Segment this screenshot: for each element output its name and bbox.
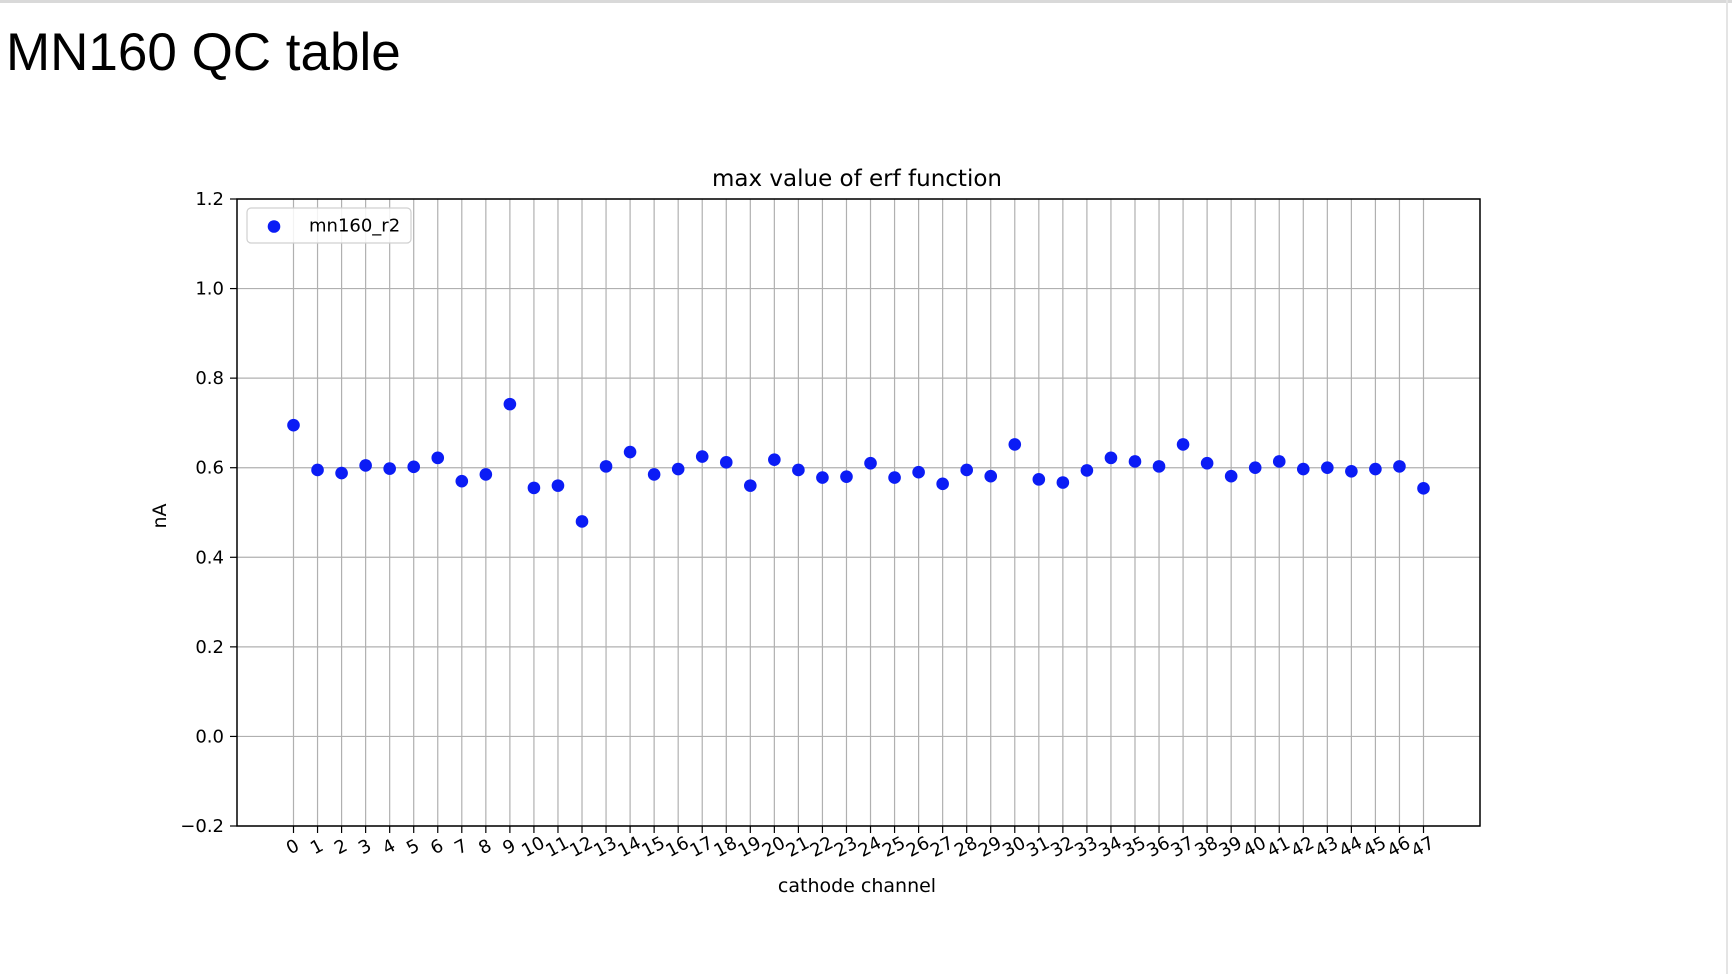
data-point [431,451,445,465]
data-point [1200,456,1214,470]
data-point [527,481,541,495]
axis-labels: 0 1 2 3 4 5 6 7 8 9 101112131415161718192021222324… [180,189,1438,862]
y-tick-label: 0.0 [195,726,224,747]
data-point [936,477,949,491]
page-title: MN160 QC table [6,23,401,82]
data-point [599,460,613,473]
data-point [1008,438,1022,451]
data-point [1417,482,1430,495]
y-axis-label: nA [149,503,171,528]
data-point [383,462,396,475]
data-point [407,460,421,474]
data-points [287,397,1430,528]
x-tick-label: 8 [475,835,495,859]
y-tick-label: 1.0 [195,279,224,300]
data-point [623,445,637,459]
data-point [671,462,685,476]
data-point [551,479,565,492]
data-point [455,474,469,488]
data-point [744,479,757,492]
data-point [768,453,781,466]
y-tick-label: −0.2 [180,816,224,837]
data-point [1128,455,1142,468]
data-point [840,470,853,483]
y-tick-label: 0.2 [195,637,224,658]
data-point [1032,473,1046,486]
data-point [359,459,372,472]
data-point [647,468,661,481]
data-point [1296,462,1310,476]
data-point [575,515,589,528]
y-tick-label: 1.2 [195,189,224,210]
data-point [984,469,998,483]
data-point [695,450,709,463]
data-point [960,463,973,477]
top-border [0,0,1732,3]
data-point [1152,460,1166,473]
x-tick-label: 5 [403,835,423,859]
data-point [311,463,324,477]
data-point [816,471,829,484]
x-tick-label: 7 [451,835,471,859]
data-point [1248,461,1262,475]
x-tick-label: 2 [331,835,351,859]
x-tick-label: 9 [499,835,519,859]
data-point [912,465,925,479]
data-point [864,456,877,470]
axes [230,198,1481,833]
x-tick-label: 4 [379,835,399,859]
data-point [1176,438,1190,451]
data-point [1104,451,1118,465]
data-point [479,468,493,481]
data-point [1056,476,1070,489]
data-point [1369,462,1382,476]
data-point [1393,460,1406,473]
y-tick-label: 0.6 [195,458,224,479]
x-axis-label: cathode channel [778,875,936,897]
x-tick-label: 6 [427,835,447,859]
data-point [792,463,805,477]
plot-frame [236,198,1481,827]
data-point [1272,455,1286,468]
data-point [1321,461,1334,475]
x-tick-label: 47 [1408,832,1438,861]
data-point [1080,464,1094,477]
data-point [719,456,733,469]
data-point [335,466,348,480]
data-point [1345,464,1358,478]
x-tick-label: 0 [283,835,303,859]
x-tick-label: 1 [307,835,327,859]
y-tick-label: 0.4 [195,547,224,568]
y-tick-label: 0.8 [195,368,224,389]
legend-label: mn160_r2 [309,216,400,237]
data-point [287,418,300,432]
grid-lines [237,198,1480,827]
x-tick-label: 3 [355,835,375,859]
data-point [503,397,517,411]
legend-box [246,207,412,244]
data-point [888,471,901,484]
right-border [1726,0,1728,974]
data-point [1224,469,1238,483]
chart-title: max value of erf function [712,166,1002,192]
legend: mn160_r2 [246,207,412,244]
legend-marker [267,220,281,233]
